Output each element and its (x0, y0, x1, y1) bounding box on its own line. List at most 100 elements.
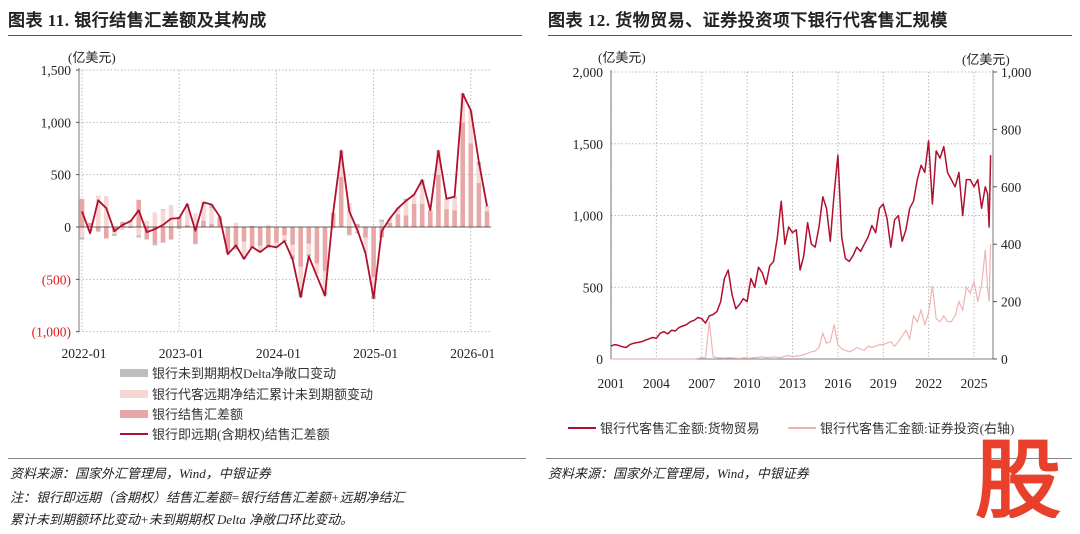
right-series-securities (611, 244, 992, 360)
left-bar-settlement (274, 227, 279, 243)
left-bar-forward (249, 225, 255, 227)
left-bar-settlement (87, 222, 93, 227)
left-bar-forward (193, 213, 198, 227)
left-bar-forward (395, 208, 401, 215)
right-ytick-label-right: 400 (1001, 237, 1022, 252)
right-legend-label-goods: 银行代客售汇金额:货物贸易 (600, 421, 760, 436)
left-bar-delta (176, 228, 182, 230)
left-bar-settlement (395, 214, 401, 227)
right-title-rule (548, 35, 1072, 36)
left-bar-settlement (476, 183, 482, 227)
left-bar-settlement (452, 210, 457, 227)
left-bar-forward (419, 185, 425, 204)
left-bar-forward (233, 222, 239, 227)
left-bar-forward (257, 245, 263, 251)
left-bar-settlement (225, 227, 231, 253)
right-ytick-label-right: 200 (1001, 295, 1022, 310)
left-bar-settlement (444, 209, 449, 227)
left-bar-delta (266, 246, 271, 248)
left-bar-forward (290, 244, 295, 256)
right-ytick-label: 1,000 (573, 209, 604, 224)
left-y-unit: (亿美元) (68, 50, 116, 65)
right-xtick-label: 2013 (779, 376, 806, 391)
left-bar-settlement (428, 211, 433, 227)
watermark-glyph: 股 (975, 438, 1061, 518)
left-bar-settlement (95, 227, 101, 232)
left-bar-settlement (419, 203, 425, 227)
left-bar-delta (249, 225, 255, 227)
left-legend-swatch (120, 410, 148, 418)
left-legend-label: 银行代客远期净结汇累计未到期额变动 (152, 387, 373, 402)
left-bar-settlement (104, 227, 109, 239)
left-bar-delta (193, 243, 198, 245)
right-source: 资料来源：国家外汇管理局，Wind，中银证券 (548, 466, 809, 481)
right-xtick-label: 2001 (598, 376, 625, 391)
left-bar-delta (136, 235, 141, 238)
left-bar-forward (241, 241, 247, 257)
left-bar-forward (104, 196, 109, 227)
left-bar-settlement (282, 227, 287, 236)
left-bar-forward (403, 200, 409, 216)
left-bar-forward (338, 153, 344, 177)
left-bar-forward (201, 203, 206, 221)
left-bar-delta (144, 238, 150, 240)
left-bar-forward (128, 220, 133, 227)
left-bar-forward (476, 165, 482, 184)
left-xtick-label: 2025-01 (353, 346, 398, 361)
left-bar-settlement (436, 174, 441, 227)
left-bar-delta (95, 231, 101, 232)
left-bar-forward (112, 232, 117, 234)
right-xtick-label: 2007 (688, 376, 715, 391)
left-bar-delta (347, 234, 352, 236)
left-legend-swatch (120, 369, 148, 377)
left-bar-forward (363, 237, 368, 254)
left-bar-settlement (241, 227, 247, 242)
left-bar-delta (209, 204, 214, 209)
left-bar-delta (379, 219, 384, 222)
left-bar-delta (233, 247, 239, 250)
right-y-unit-right: (亿美元) (962, 52, 1010, 67)
left-ytick-label: 500 (51, 168, 72, 183)
left-bar-forward (95, 195, 101, 227)
left-bar-settlement (322, 227, 328, 271)
right-ytick-label-right: 800 (1001, 122, 1022, 137)
left-bar-delta (306, 254, 312, 257)
right-y-unit-left: (亿美元) (598, 50, 646, 65)
left-bar-delta (104, 196, 109, 198)
left-bar-settlement (484, 211, 490, 227)
left-source: 资料来源：国家外汇管理局，Wind，中银证券 (10, 466, 271, 481)
right-ytick-label-right: 1,000 (1001, 65, 1032, 80)
left-bar-settlement (249, 227, 255, 248)
left-bar-settlement (217, 216, 222, 227)
left-bar-delta (79, 237, 85, 240)
left-bar-forward (160, 210, 166, 227)
right-xtick-label: 2010 (734, 376, 761, 391)
left-bar-delta (330, 227, 336, 229)
right-series-goods (610, 140, 992, 349)
left-bar-forward (444, 198, 449, 210)
left-bar-settlement (168, 227, 174, 240)
right-chart-title: 图表 12. 货物贸易、证券投资项下银行代客售汇规模 (548, 11, 948, 30)
right-xtick-label: 2004 (643, 376, 670, 391)
left-bar-forward (298, 266, 303, 292)
left-bar-settlement (176, 216, 182, 227)
left-bar-forward (185, 203, 190, 225)
left-bar-forward (347, 202, 352, 227)
left-bar-forward (266, 224, 271, 227)
left-bar-delta (484, 206, 490, 208)
right-ytick-label-right: 0 (1001, 352, 1008, 367)
right-xtick-label: 2025 (961, 376, 988, 391)
left-ytick-label: 1,000 (41, 115, 72, 130)
left-bar-delta (120, 229, 125, 230)
left-bar-forward (452, 198, 457, 211)
left-bar-forward (468, 110, 474, 144)
left-bar-forward (322, 270, 328, 292)
left-bar-settlement (298, 227, 303, 267)
left-bar-settlement (266, 227, 271, 247)
left-source-rule (8, 458, 526, 459)
left-bar-settlement (290, 227, 295, 245)
left-legend-label: 银行即远期(含期权)结售汇差额 (152, 427, 330, 442)
right-legend-label-securities: 银行代客售汇金额:证券投资(右轴) (820, 421, 1014, 436)
left-xtick-label: 2022-01 (62, 346, 107, 361)
